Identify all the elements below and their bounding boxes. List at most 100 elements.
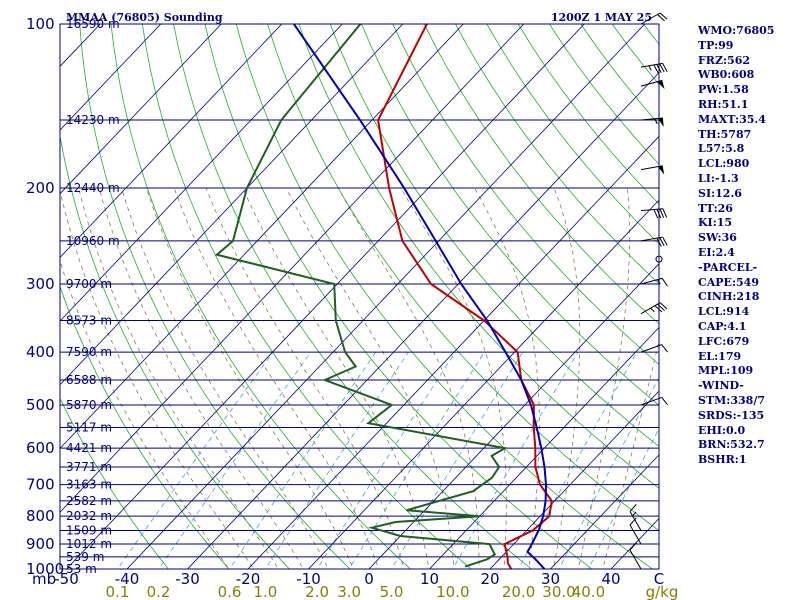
barb-staff	[629, 524, 642, 545]
index-entry: LCL:914	[698, 305, 750, 319]
index-entry: BRN:532.7	[698, 438, 765, 452]
isotherm	[60, 24, 525, 513]
height-label: 5870 m	[66, 398, 112, 412]
barb-staff	[640, 302, 661, 315]
moist-adiabat	[338, 187, 480, 569]
isotherm	[428, 326, 659, 569]
pressure-tick-label: 700	[26, 476, 55, 494]
wind-barb	[629, 542, 642, 570]
height-label: 539 m	[66, 550, 104, 564]
index-entry: CAPE:549	[698, 275, 759, 289]
index-entry: SI:12.6	[698, 186, 742, 200]
barb-staff	[629, 549, 642, 570]
mixing-ratio-label: 5.0	[380, 583, 404, 600]
dry-adiabat	[141, 24, 472, 569]
mixing-ratio-line	[588, 427, 659, 569]
mixing-ratio-line	[229, 351, 377, 569]
moist-adiabat	[78, 187, 279, 569]
barb-flag	[662, 208, 668, 218]
barb-half-flag	[650, 307, 655, 313]
height-label: 1012 m	[66, 537, 112, 551]
height-label: 2582 m	[66, 494, 112, 508]
barb-flag	[659, 63, 665, 73]
height-label: 7590 m	[66, 345, 112, 359]
dry-adiabat	[173, 24, 533, 569]
mixing-ratio-line	[518, 351, 638, 569]
isotherm	[60, 24, 162, 131]
isotherm	[60, 24, 404, 386]
barb-flag	[661, 278, 668, 287]
index-entry: LFC:679	[698, 334, 750, 348]
pressure-tick-label: 100	[26, 15, 55, 33]
temperature-unit-label: C	[654, 570, 664, 588]
dry-adiabat	[423, 24, 659, 325]
isotherm	[60, 24, 283, 259]
temperature-tick-label: 10	[420, 570, 439, 588]
isotherm	[368, 263, 659, 569]
height-label: 9700 m	[66, 277, 112, 291]
barb-flag	[657, 14, 665, 22]
barb-flag	[659, 302, 668, 310]
index-entry: MAXT:35.4	[698, 112, 766, 126]
dry-adiabat	[79, 24, 351, 569]
temperature-tick-label: -50	[54, 570, 79, 588]
barb-flag	[661, 344, 668, 353]
mixing-ratio-label: 40.0	[572, 583, 605, 600]
index-entry: SRDS:-135	[698, 408, 765, 422]
index-entry: WB0:608	[698, 68, 755, 82]
pressure-tick-label: 400	[26, 343, 55, 361]
index-entry: TT:26	[698, 201, 733, 215]
index-entry: WMO:76805	[698, 24, 775, 37]
barb-flag	[629, 517, 637, 526]
isotherm	[307, 199, 659, 569]
height-label: 53 m	[66, 562, 97, 576]
sounding-profiles	[214, 24, 553, 569]
index-entry: EI:2.4	[698, 245, 735, 259]
barb-flag	[629, 542, 637, 551]
barb-staff	[629, 511, 642, 531]
mixing-ratio-label: 0.6	[218, 583, 242, 600]
height-label: 14230 m	[66, 113, 120, 127]
temperature-tick-label: 40	[601, 570, 620, 588]
plot-frame	[59, 23, 660, 570]
dry-adiabat	[298, 24, 659, 489]
height-label: 12440 m	[66, 181, 120, 195]
moist-adiabat	[205, 187, 405, 569]
barb-flag	[653, 209, 659, 219]
dry-adiabat	[267, 24, 659, 532]
mixing-ratio-line	[316, 351, 456, 569]
moist-adiabat	[242, 187, 430, 569]
index-entry: CAP:4.1	[698, 319, 747, 333]
sounding-time: 1200Z 1 MAY 25	[551, 11, 652, 24]
isotherm	[489, 390, 659, 569]
barb-staff	[640, 12, 661, 25]
dry-adiabat	[60, 397, 169, 569]
pressure-unit-label: mb	[32, 570, 56, 588]
pressure-tick-label: 900	[26, 535, 55, 553]
index-entry: TP:99	[698, 38, 734, 52]
mixing-ratio-line	[391, 351, 524, 569]
height-label: 1509 m	[66, 524, 112, 538]
index-entry: CINH:218	[698, 290, 760, 304]
index-entry: EL:179	[698, 349, 742, 363]
moist-adiabat	[60, 259, 230, 569]
barb-flag	[659, 12, 668, 20]
mixing-ratio-label: 1.0	[253, 583, 277, 600]
pressure-tick-label: 500	[26, 396, 55, 414]
isotherm	[65, 24, 585, 569]
isotherm	[247, 135, 659, 569]
temperature-tick-label: 30	[541, 570, 560, 588]
index-entry: RH:51.1	[698, 97, 749, 111]
index-entry: KI:15	[698, 216, 733, 230]
dry-adiabat	[361, 24, 659, 406]
wind-barb	[640, 344, 668, 353]
mixing-ratio-line	[348, 351, 485, 569]
height-label: 3163 m	[66, 478, 112, 492]
profile-line-2	[293, 24, 548, 569]
height-label: 10960 m	[66, 234, 120, 248]
temperature-tick-label: -30	[175, 570, 200, 588]
index-entry: MPL:109	[698, 364, 754, 378]
wind-barb	[629, 517, 642, 545]
mixing-ratio-line	[264, 351, 409, 569]
